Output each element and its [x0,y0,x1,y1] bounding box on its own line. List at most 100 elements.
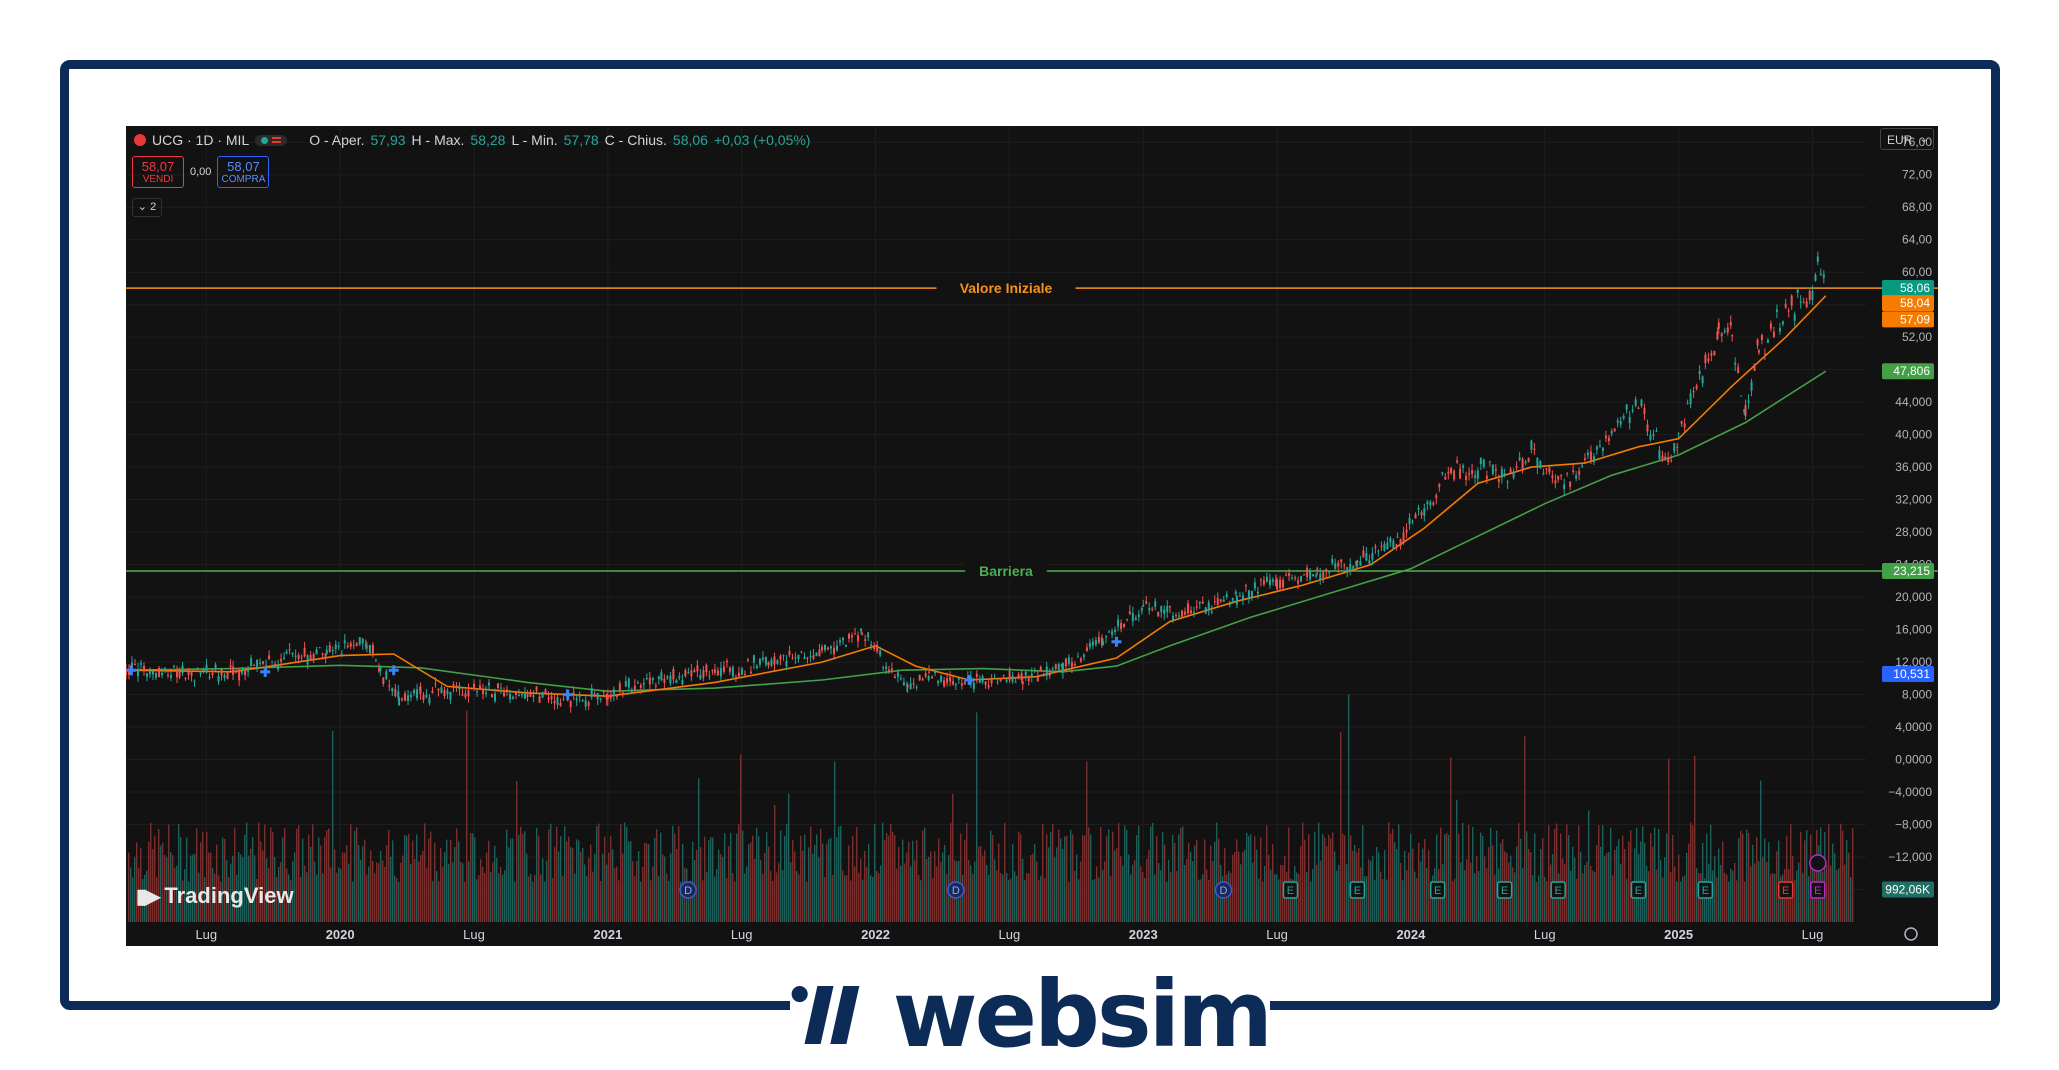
candle-body [1664,456,1667,459]
volume-bar [1800,831,1802,922]
volume-bar [674,833,676,922]
volume-bar [1606,853,1608,922]
indicators-toggle-button[interactable]: ⌄ 2 [132,198,162,217]
candle-body [1181,610,1183,617]
sell-button[interactable]: 58,07 VENDI [132,156,184,188]
candle-body [1515,466,1518,468]
volume-bar [818,857,820,922]
volume-bar [1364,876,1366,922]
tradingview-logo[interactable]: ▮▶ TradingView [136,883,294,909]
candle-body [274,663,277,666]
volume-bar [1154,874,1156,922]
candle-body [1265,576,1268,582]
volume-bar [1120,856,1122,922]
volume-bar [1258,878,1260,922]
volume-bar [1576,878,1578,922]
volume-bar [554,847,556,922]
volume-bar [1424,839,1426,922]
volume-bar [378,863,380,922]
candle-body [1352,565,1355,569]
price-tag [1882,881,1934,898]
buy-button[interactable]: 58,07 COMPRA [217,156,270,188]
candle-body [615,695,618,697]
volume-bar [332,730,334,922]
volume-bar [260,841,262,922]
volume-bar [1754,863,1756,922]
candle-body [155,672,157,678]
volume-bar [158,828,160,922]
volume-bar [1610,827,1612,922]
volume-bar [638,851,640,922]
volume-bar [692,841,694,922]
volume-bar [1456,799,1458,922]
candle-body [705,664,708,673]
volume-bar [396,877,398,922]
volume-bar [1378,852,1380,922]
candle-body [1282,580,1285,588]
market-status[interactable] [255,134,288,146]
candle-body [896,672,899,677]
volume-bar [1112,831,1114,922]
x-tick-label: Lug [1802,927,1824,942]
candle-body [1488,461,1491,463]
volume-bar [826,843,828,922]
candle-body [1707,358,1710,362]
volume-bar [326,830,328,922]
currency-select[interactable]: EUR ⌄ [1880,128,1934,150]
volume-bar [862,879,864,922]
settings-gear-icon[interactable] [1904,927,1918,941]
candle-body [1262,580,1265,585]
volume-bar [1230,872,1232,922]
candle-body [937,680,940,684]
symbol-label[interactable]: UCG · 1D · MIL [152,132,250,148]
earnings-marker-letter: E [1635,885,1642,897]
volume-bar [888,835,890,922]
candle-body [1157,611,1160,617]
volume-bar [880,865,882,922]
volume-bar [920,880,922,922]
candle-body [416,689,419,699]
volume-bar [714,876,716,922]
volume-bar [620,824,622,922]
candle-body [593,693,596,696]
volume-bar [1210,845,1212,922]
volume-bar [1366,876,1368,922]
volume-bar [1392,828,1394,922]
volume-bar [1590,866,1592,922]
candle-body [1102,641,1105,645]
candle-body [1014,681,1017,683]
volume-bar [1836,869,1838,922]
candle-body [440,687,443,694]
candle-body [461,694,464,696]
volume-bar [1136,835,1138,922]
x-tick-label: Lug [999,927,1021,942]
volume-bar [214,873,216,922]
candle-body [1753,363,1756,371]
candle-body [1586,452,1589,456]
volume-bar [354,831,356,922]
candle-body [190,671,193,676]
volume-bar [140,848,142,922]
volume-bar [1540,849,1542,922]
volume-bar [656,829,658,922]
volume-bar [688,881,690,922]
candle-body [590,688,593,698]
volume-bar [774,804,776,922]
volume-bar [1726,874,1728,922]
candle-body [851,635,853,638]
volume-bar [1288,827,1290,922]
candle-body [797,654,800,660]
volume-bar [1326,845,1328,922]
volume-bar [660,832,662,922]
candle-body [1545,468,1548,470]
candle-body [277,665,280,670]
price-chart[interactable]: Valore Iniziale Barriera D D D E E E E E E E E E 76,00… [126,126,1938,946]
candle-body [458,685,461,690]
ma-slow-line [126,370,1827,693]
candle-body [398,697,401,706]
volume-bar [256,878,258,922]
volume-bar [1472,826,1474,922]
volume-bar [328,828,330,922]
candle-body [630,690,633,694]
